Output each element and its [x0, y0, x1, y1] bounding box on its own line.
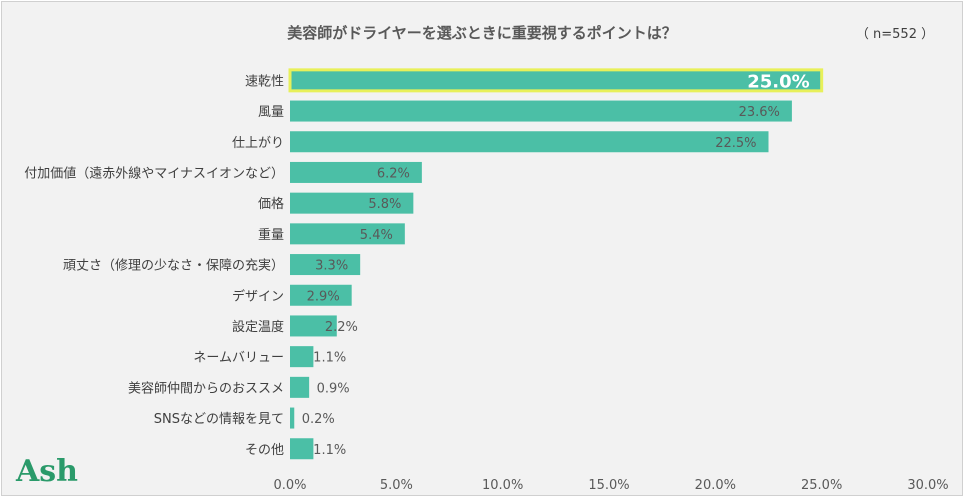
x-tick-label-7: 30.0% — [907, 478, 948, 493]
value-label-12: 0.2% — [302, 412, 335, 427]
value-label-9: 2.2% — [325, 320, 358, 335]
x-tick-label-3: 10.0% — [482, 478, 523, 493]
value-label-10: 1.1% — [313, 351, 346, 366]
category-label-10: ネームバリュー — [193, 351, 284, 366]
bar-7 — [290, 254, 361, 276]
category-label-3: 仕上がり — [232, 136, 284, 151]
x-tick-label-2: 5.0% — [380, 478, 413, 493]
x-tick-label-4: 15.0% — [588, 478, 629, 493]
value-label-3: 22.5% — [715, 136, 756, 151]
value-label-6: 5.4% — [360, 228, 393, 243]
brand-logo: Ash — [15, 454, 78, 489]
category-label-7: 頑丈さ（修理の少なさ・保障の充実） — [63, 258, 284, 274]
x-axis-ticks: 0.0% 5.0% 10.0% 15.0% 20.0% 25.0% 30.0% — [273, 478, 948, 493]
bars-layer: 25.0% 23.6% 22.5% 6.2% 5.8% 5.4% 3.3% 2.9% 2.2% 1… — [288, 68, 824, 460]
value-label-2: 23.6% — [739, 105, 780, 120]
sample-size-label: （ n=552 ） — [856, 27, 934, 42]
value-label-4: 6.2% — [377, 166, 410, 181]
category-label-9: 設定温度 — [232, 319, 284, 335]
value-label-11: 0.9% — [317, 381, 350, 396]
bar-6 — [290, 223, 405, 245]
bar-1 — [288, 68, 824, 93]
bar-10 — [290, 346, 314, 368]
bar-3 — [290, 131, 769, 153]
x-tick-label-1: 0.0% — [273, 478, 306, 493]
value-label-13: 1.1% — [313, 443, 346, 458]
category-label-11: 美容師仲間からのおススメ — [128, 380, 284, 396]
value-label-5: 5.8% — [368, 197, 401, 212]
category-label-4: 付加価値（遠赤外線やマイナスイオンなど） — [24, 165, 284, 181]
bar-9 — [290, 315, 337, 337]
category-label-2: 風量 — [258, 105, 284, 120]
value-label-8: 2.9% — [307, 289, 340, 304]
category-label-1: 速乾性 — [245, 74, 284, 89]
bar-4 — [290, 161, 422, 183]
bar-11 — [290, 376, 310, 398]
bar-8 — [290, 284, 352, 306]
category-label-8: デザイン — [232, 288, 284, 304]
category-label-6: 重量 — [258, 227, 284, 243]
bar-2 — [290, 100, 792, 122]
category-label-12: SNSなどの情報を見て — [154, 412, 284, 427]
value-label-7: 3.3% — [315, 259, 348, 274]
x-tick-label-5: 20.0% — [695, 478, 736, 493]
bar-5 — [290, 192, 414, 214]
bar-13 — [290, 438, 314, 460]
value-label-1: 25.0% — [747, 71, 809, 92]
x-tick-label-6: 25.0% — [801, 478, 842, 493]
chart-title: 美容師がドライヤーを選ぶときに重要視するポイントは？ — [287, 24, 677, 42]
bar-12 — [290, 407, 295, 429]
category-label-13: その他 — [245, 443, 284, 458]
category-label-5: 価格 — [258, 196, 284, 212]
